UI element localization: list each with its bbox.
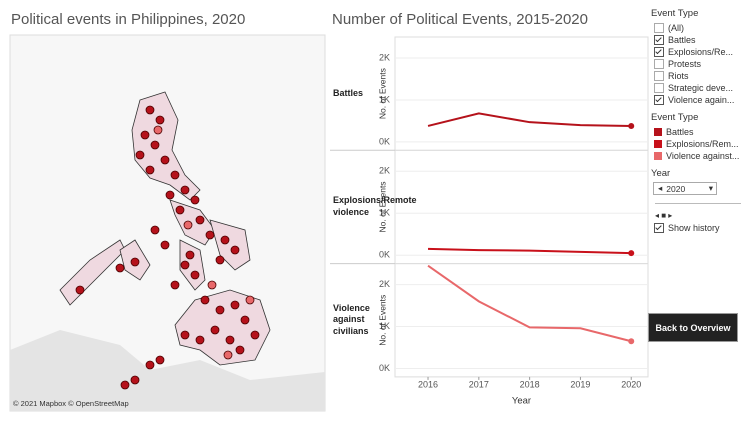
end-marker [628, 122, 635, 129]
event-markers [75, 105, 260, 390]
filter-option[interactable]: Strategic deve... [651, 82, 751, 94]
dropdown-icon: ▾ [708, 183, 713, 193]
x-tick-label: 2020 [621, 379, 641, 389]
history-option[interactable]: Show history [651, 222, 751, 234]
y-tick-label: 1K [379, 94, 390, 104]
filter-label: Strategic deve... [668, 83, 734, 93]
checkbox[interactable] [654, 223, 664, 233]
filter-label: Riots [668, 71, 689, 81]
filter-option[interactable]: Riots [651, 70, 751, 82]
history-label: Show history [668, 223, 720, 233]
x-tick-label: 2018 [520, 379, 540, 389]
filter-option[interactable]: Explosions/Re... [651, 46, 751, 58]
legend: Battles Explosions/Rem... Violence against… [651, 126, 751, 162]
map-title: Political events in Philippines, 2020 [11, 11, 245, 28]
legend-label: Violence against... [666, 151, 740, 161]
checkbox[interactable] [654, 71, 664, 81]
filter-list: (All) Battles Explosions/Re... Protests Riot… [651, 22, 751, 106]
x-tick-label: 2017 [469, 379, 489, 389]
chart-title: Number of Political Events, 2015-2020 [332, 11, 588, 28]
filter-option[interactable]: Protests [651, 58, 751, 70]
year-select[interactable]: ◂ 2020 ▾ [653, 182, 717, 195]
land-background [10, 330, 325, 411]
legend-swatch [654, 152, 662, 160]
playback-controls[interactable]: ◂ ■ ▸ [655, 211, 673, 220]
legend-label: Explosions/Rem... [666, 139, 739, 149]
back-button[interactable]: Back to Overview [648, 313, 738, 342]
x-tick-label: 2016 [418, 379, 438, 389]
y-tick-label: 0K [379, 136, 390, 146]
y-tick-label: 2K [379, 52, 390, 62]
prev-icon: ◂ [658, 183, 663, 193]
row-label: Violence against civilians [333, 302, 370, 336]
row-label: Explosions/Remote violence [333, 195, 417, 217]
map-attribution: © 2021 Mapbox © OpenStreetMap [13, 399, 129, 408]
filter-option[interactable]: Battles [651, 34, 751, 46]
legend-swatch [654, 140, 662, 148]
series-line [427, 247, 632, 255]
y-tick-label: 0K [379, 363, 390, 373]
checkbox[interactable] [654, 47, 664, 57]
y-axis-label: No. of Events [377, 181, 387, 232]
filter-label: (All) [668, 23, 684, 33]
filter-option[interactable]: (All) [651, 22, 751, 34]
checkbox[interactable] [654, 95, 664, 105]
x-tick-label: 2019 [570, 379, 590, 389]
legend-swatch [654, 128, 662, 136]
end-marker [628, 250, 635, 257]
year-value: 2020 [666, 183, 686, 194]
end-marker [628, 338, 635, 345]
legend-item: Battles [651, 126, 751, 138]
y-tick-label: 1K [379, 321, 390, 331]
filter-option[interactable]: Violence again... [651, 94, 751, 106]
sidebar: Event Type (All) Battles Explosions/Re... P… [651, 6, 751, 234]
filter-label: Protests [668, 59, 702, 69]
y-tick-label: 2K [379, 279, 390, 289]
y-tick-label: 2K [379, 166, 390, 176]
checkbox[interactable] [654, 59, 664, 69]
filter-label: Violence again... [668, 95, 735, 105]
event-markers-light [153, 125, 255, 360]
year-title: Year [651, 168, 671, 179]
filter-title: Event Type [651, 8, 699, 19]
x-axis-label: Year [512, 395, 531, 406]
legend-item: Explosions/Rem... [651, 138, 751, 150]
y-axis-label: No. of Events [377, 295, 387, 346]
line-panels: 0K 1K 2K No. of Events 0K 1K 2K No. of Events 0K… [330, 36, 649, 406]
series-line [427, 264, 632, 343]
legend-label: Battles [666, 127, 694, 137]
y-tick-label: 1K [379, 208, 390, 218]
y-tick-label: 0K [379, 250, 390, 260]
y-axis-label: No. of Events [377, 68, 387, 119]
legend-item: Violence against... [651, 150, 751, 162]
row-label: Battles [333, 87, 364, 98]
checkbox[interactable] [654, 23, 664, 33]
checkbox[interactable] [654, 83, 664, 93]
filter-label: Battles [668, 35, 696, 45]
legend-title: Event Type [651, 112, 699, 123]
series-line [427, 112, 632, 127]
year-slider[interactable] [655, 203, 741, 204]
filter-label: Explosions/Re... [668, 47, 734, 57]
checkbox[interactable] [654, 35, 664, 45]
